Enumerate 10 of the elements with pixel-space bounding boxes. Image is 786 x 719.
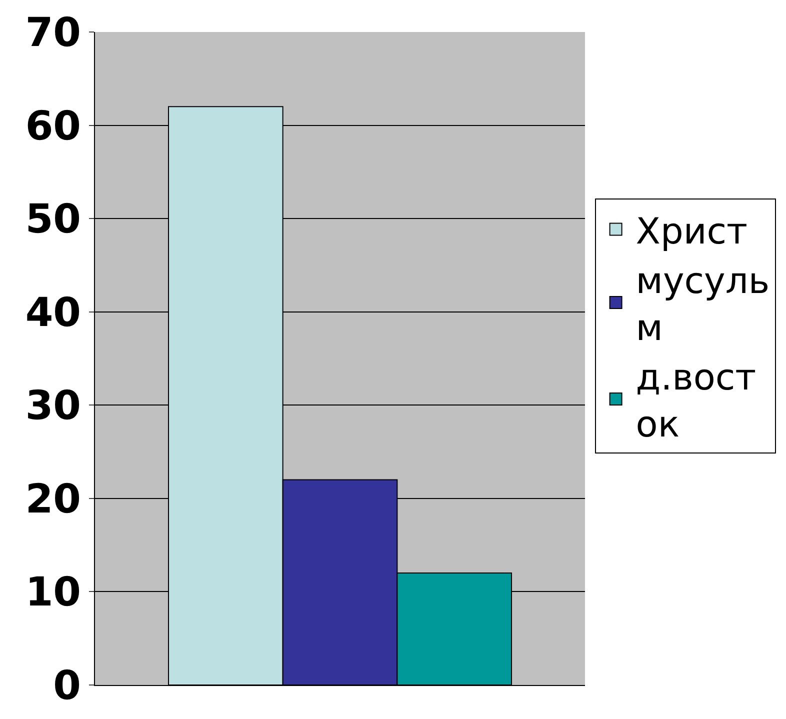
y-tick-label: 30 bbox=[25, 383, 81, 430]
y-tick-label: 10 bbox=[25, 570, 81, 616]
y-tick-label: 40 bbox=[25, 290, 81, 336]
y-tick-label: 20 bbox=[25, 476, 81, 522]
legend-label: Христ bbox=[636, 211, 748, 252]
y-tick-label: 50 bbox=[25, 196, 81, 243]
legend-label: д.вост ок bbox=[636, 358, 756, 446]
y-tick-label: 60 bbox=[25, 103, 81, 150]
y-tick-label: 0 bbox=[53, 663, 81, 709]
y-tick-label: 70 bbox=[25, 10, 81, 56]
